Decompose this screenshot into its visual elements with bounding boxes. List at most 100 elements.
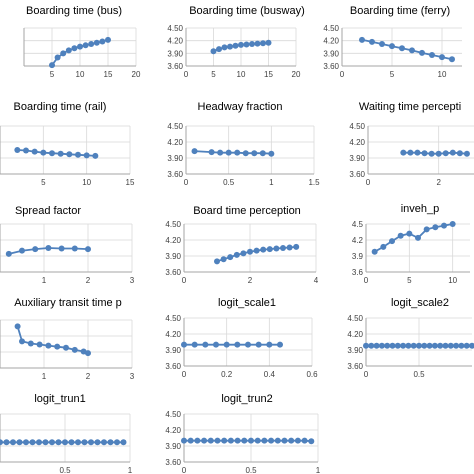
data-point — [449, 56, 455, 63]
data-point — [414, 149, 421, 156]
data-point — [208, 149, 215, 156]
y-tick-label: 3.90 — [165, 346, 181, 355]
data-point — [243, 41, 250, 48]
data-point — [216, 46, 222, 53]
series-line — [194, 150, 272, 155]
x-tick-label: 10 — [438, 70, 447, 79]
data-point — [32, 246, 39, 253]
data-point — [384, 342, 391, 349]
x-tick-label: 3 — [130, 372, 135, 381]
data-point — [27, 340, 34, 347]
data-point — [254, 437, 261, 444]
data-point — [202, 341, 209, 348]
data-point — [389, 342, 396, 349]
data-point — [181, 437, 187, 444]
data-point — [286, 244, 293, 251]
data-point — [399, 45, 405, 52]
y-tick-label: 3.60 — [165, 458, 181, 467]
data-point — [3, 439, 10, 446]
data-point — [220, 256, 227, 263]
chart-title: Boarding time (rail) — [14, 101, 107, 113]
data-point — [71, 45, 78, 52]
data-point — [405, 342, 412, 349]
chart-title: logit_scale1 — [218, 297, 276, 309]
data-point — [234, 437, 241, 444]
data-point — [273, 245, 280, 252]
data-point — [19, 247, 25, 254]
data-point — [94, 439, 101, 446]
data-point — [191, 341, 198, 348]
data-point — [19, 338, 25, 345]
data-point — [75, 439, 81, 446]
data-point — [105, 36, 111, 43]
data-point — [114, 439, 120, 446]
data-point — [266, 246, 273, 253]
x-tick-label: 1.5 — [308, 178, 320, 187]
data-point — [233, 251, 240, 258]
data-point — [249, 41, 255, 48]
data-point — [75, 151, 81, 158]
data-point — [49, 150, 55, 157]
y-tick-label: 3.9 — [352, 252, 364, 261]
data-point — [29, 439, 36, 446]
data-point — [407, 149, 414, 156]
y-tick-label: 4.20 — [349, 138, 365, 147]
y-tick-label: 4.20 — [347, 330, 363, 339]
x-tick-label: 1 — [128, 466, 133, 474]
data-point — [265, 39, 272, 46]
data-point — [71, 245, 78, 252]
data-point — [254, 40, 261, 47]
data-point — [447, 342, 454, 349]
data-point — [429, 52, 435, 59]
y-tick-label: 3.60 — [349, 170, 365, 179]
data-point — [58, 245, 65, 252]
data-point — [301, 437, 308, 444]
data-point — [101, 439, 107, 446]
data-point — [54, 54, 61, 61]
data-point — [426, 342, 433, 349]
x-tick-label: 10 — [448, 276, 457, 285]
data-point — [227, 43, 233, 50]
chart-title: Boarding time (ferry) — [350, 5, 450, 17]
chart-title: Headway fraction — [198, 101, 283, 113]
data-point — [363, 342, 369, 349]
y-tick-label: 3.60 — [165, 362, 181, 371]
data-point — [82, 42, 89, 49]
data-point — [227, 254, 234, 261]
data-point — [247, 248, 253, 255]
data-point — [463, 342, 470, 349]
data-point — [221, 437, 228, 444]
chart-panel: Spread factor 1 2 3 — [0, 205, 135, 285]
data-point — [378, 342, 385, 349]
data-point — [187, 437, 194, 444]
data-point — [107, 439, 114, 446]
data-point — [0, 439, 3, 446]
y-tick-label: 4.50 — [167, 24, 183, 33]
data-point — [449, 221, 456, 227]
x-tick-label: 0 — [340, 70, 345, 79]
data-point — [431, 342, 438, 349]
data-point — [293, 243, 300, 250]
chart-title: Auxiliary transit time p — [14, 297, 122, 309]
y-tick-label: 3.60 — [347, 362, 363, 371]
y-tick-label: 4.50 — [349, 122, 365, 131]
y-tick-label: 4.20 — [167, 37, 183, 46]
chart-panel: Boarding time (busway) 3.60 3.90 4.20 4.50 0 5… — [167, 5, 304, 79]
y-tick-label: 4.50 — [347, 314, 363, 323]
data-point — [14, 323, 21, 330]
data-point — [253, 247, 260, 254]
data-point — [54, 343, 61, 350]
data-point — [217, 149, 224, 156]
data-point — [232, 42, 239, 49]
data-point — [421, 342, 428, 349]
data-point — [277, 341, 283, 348]
chart-title: Boarding time (busway) — [189, 5, 305, 17]
x-tick-label: 1 — [42, 372, 47, 381]
data-point — [210, 48, 217, 55]
data-point — [416, 342, 422, 349]
data-point — [453, 342, 460, 349]
x-tick-label: 15 — [104, 70, 113, 79]
x-tick-label: 0 — [364, 370, 369, 379]
data-point — [259, 150, 266, 157]
